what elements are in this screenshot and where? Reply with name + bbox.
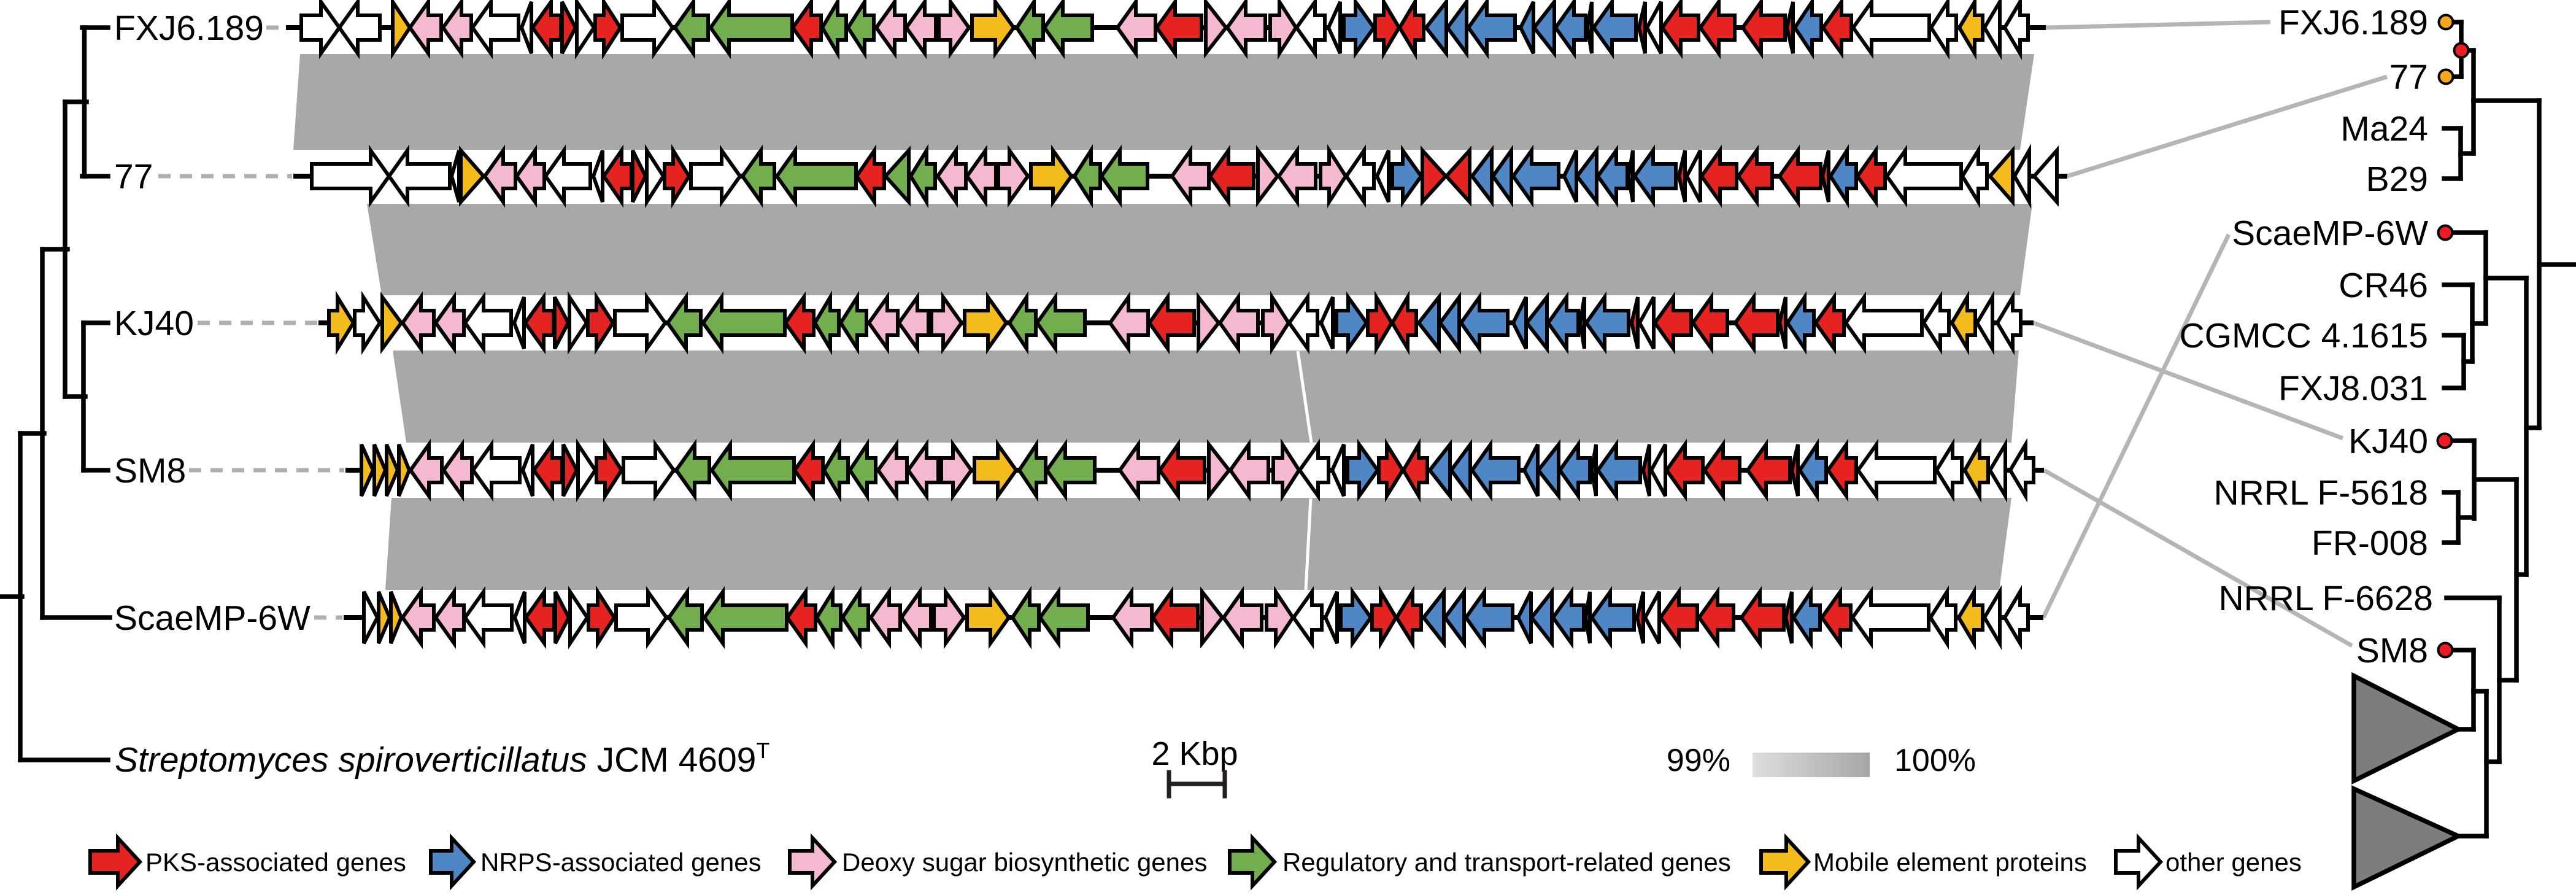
- svg-text:Deoxy sugar biosynthetic genes: Deoxy sugar biosynthetic genes: [842, 848, 1207, 877]
- svg-text:Regulatory and transport-relat: Regulatory and transport-related genes: [1282, 848, 1731, 877]
- svg-text:FXJ6.189: FXJ6.189: [2278, 3, 2428, 42]
- svg-text:FR-008: FR-008: [2312, 524, 2428, 563]
- svg-text:NRPS-associated genes: NRPS-associated genes: [480, 848, 762, 877]
- svg-text:NRRL F-6628: NRRL F-6628: [2218, 579, 2433, 618]
- svg-text:ScaeMP-6W: ScaeMP-6W: [114, 599, 310, 638]
- svg-text:CGMCC 4.1615: CGMCC 4.1615: [2180, 316, 2429, 355]
- svg-text:CR46: CR46: [2339, 266, 2428, 305]
- svg-text:100%: 100%: [1894, 743, 1976, 778]
- svg-text:77: 77: [114, 157, 153, 196]
- svg-text:B29: B29: [2366, 160, 2428, 199]
- svg-text:KJ40: KJ40: [114, 304, 194, 343]
- svg-text:FXJ6.189: FXJ6.189: [114, 9, 264, 48]
- svg-text:NRRL F-5618: NRRL F-5618: [2213, 473, 2428, 513]
- svg-text:SM8: SM8: [114, 451, 186, 490]
- svg-text:2 Kbp: 2 Kbp: [1151, 735, 1238, 772]
- svg-text:Streptomyces spiroverticillatu: Streptomyces spiroverticillatus JCM 4609…: [115, 738, 769, 780]
- svg-text:SM8: SM8: [2356, 631, 2428, 670]
- svg-text:Ma24: Ma24: [2340, 109, 2428, 149]
- svg-text:99%: 99%: [1667, 743, 1730, 778]
- svg-text:77: 77: [2389, 58, 2428, 97]
- svg-text:PKS-associated genes: PKS-associated genes: [145, 848, 406, 877]
- svg-text:FXJ8.031: FXJ8.031: [2278, 369, 2428, 408]
- svg-text:other genes: other genes: [2165, 848, 2302, 877]
- svg-text:Mobile element proteins: Mobile element proteins: [1813, 848, 2087, 877]
- svg-text:KJ40: KJ40: [2348, 422, 2428, 461]
- svg-text:ScaeMP-6W: ScaeMP-6W: [2232, 214, 2428, 253]
